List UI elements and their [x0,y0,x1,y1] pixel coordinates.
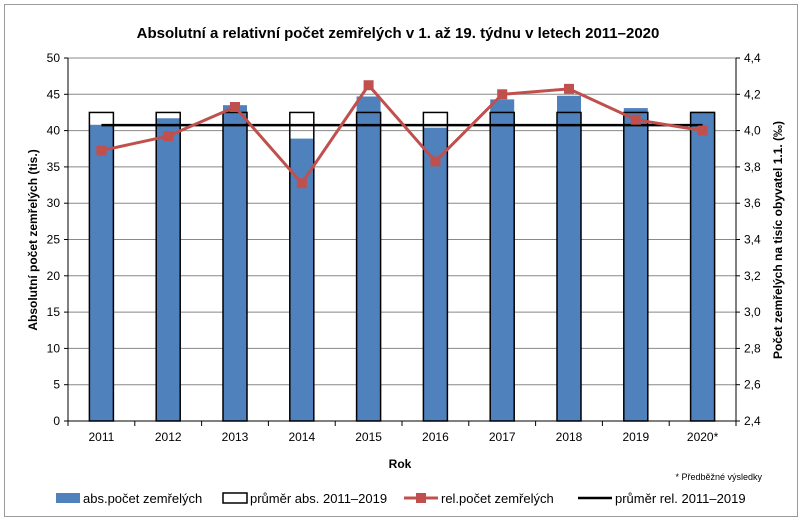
y-tick-label-left: 30 [47,196,61,210]
y-tick-label-right: 3,2 [744,269,761,283]
y-tick-label-left: 20 [47,269,61,283]
y-tick-label-right: 3,0 [744,305,761,319]
y-tick-label-right: 3,4 [744,233,761,247]
footnote: * Předběžné výsledky [675,472,762,482]
x-tick-label: 2011 [88,430,114,444]
y-tick-label-right: 2,8 [744,341,761,355]
legend-label-avg-rel: průměr rel. 2011–2019 [615,491,746,506]
y-tick-label-left: 5 [53,378,60,392]
y-tick-label-right: 2,6 [744,378,761,392]
bar-abs [156,118,181,422]
x-tick-label: 2012 [155,430,182,444]
legend-swatch-avg-abs [222,492,248,504]
x-tick-label: 2019 [622,430,649,444]
bar-abs [423,127,448,422]
y-tick-label-right: 4,4 [744,51,761,65]
marker-rel [163,131,174,142]
marker-rel [96,145,107,156]
y-tick-label-right: 2,4 [744,414,761,428]
legend-marker-rel [416,493,426,503]
y-tick-label-right: 4,0 [744,124,761,138]
bar-abs [89,124,114,422]
x-tick-label: 2015 [355,430,382,444]
legend-item-abs: abs.počet zemřelých [56,491,202,506]
y-tick-label-left: 15 [47,305,61,319]
legend-item-rel: rel.počet zemřelých [404,491,554,506]
y-tick-label-left: 10 [47,341,61,355]
x-tick-label: 2020* [687,430,719,444]
y-axis-right-label: Počet zemřelých na tisíc obyvatel 1.1. (… [771,121,785,359]
marker-rel [230,102,240,113]
lines [96,80,708,189]
bar-abs [557,95,581,421]
legend-label-rel: rel.počet zemřelých [441,491,554,506]
y-tick-label-right: 3,6 [744,196,761,210]
x-axis-label: Rok [389,457,412,471]
marker-rel [564,83,574,94]
chart-title: Absolutní a relativní počet zemřelých v … [137,25,660,42]
bar-abs [223,105,247,421]
bar-abs [490,99,515,421]
legend-label-avg-abs: průměr abs. 2011–2019 [250,491,387,506]
legend: abs.počet zemřelých průměr abs. 2011–201… [56,491,746,506]
x-tick-label: 2018 [556,430,583,444]
legend-label-abs: abs.počet zemřelých [83,491,202,506]
legend-item-avg-rel: průměr rel. 2011–2019 [578,491,746,506]
y-axis-left-label: Absolutní počet zemřelých (tis.) [26,149,40,330]
marker-rel [363,80,374,91]
axes [64,57,740,426]
y-tick-label-left: 40 [47,124,61,138]
x-tick-label: 2017 [489,430,516,444]
bar-abs [356,96,381,421]
marker-rel [497,89,508,100]
y-tick-label-left: 25 [47,233,61,247]
chart-frame [4,4,798,517]
marker-rel [296,178,307,189]
right-tick-labels: 2,4 2,6 2,8 3,0 3,2 3,4 3,6 3,8 4,0 4,2 4,4 [744,51,761,428]
y-tick-label-left: 35 [47,160,61,174]
bars-abs [89,95,715,422]
marker-rel [630,114,641,125]
marker-rel [697,125,708,136]
left-tick-labels: 0 5 10 15 20 25 30 35 40 45 50 [47,51,61,428]
x-tick-label: 2013 [222,430,249,444]
y-tick-label-left: 0 [53,414,60,428]
y-tick-label-left: 45 [47,87,61,101]
bars-avg-abs [88,111,716,422]
y-tick-label-left: 50 [47,51,61,65]
y-tick-label-right: 4,2 [744,87,761,101]
y-tick-label-right: 3,8 [744,160,761,174]
x-tick-labels: 2011 2012 2013 2014 2015 2016 2017 2018 2019 2020… [88,430,718,444]
line-rel [101,82,703,186]
marker-rel [430,156,441,167]
legend-swatch-abs [56,493,80,503]
legend-item-avg-abs: průměr abs. 2011–2019 [222,491,387,506]
x-tick-label: 2014 [288,430,315,444]
x-tick-label: 2016 [422,430,449,444]
bar-abs [623,108,648,422]
bar-abs [690,111,715,421]
